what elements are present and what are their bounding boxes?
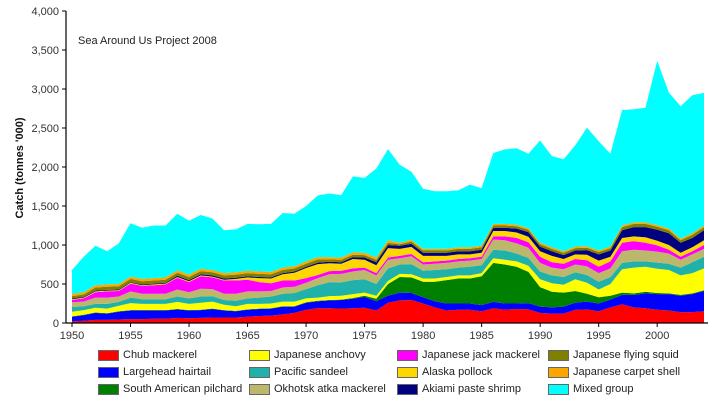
y-tick-label: 2,500	[31, 123, 59, 135]
legend-label: Japanese anchovy	[274, 349, 366, 361]
y-tick-label: 500	[41, 279, 59, 291]
legend-item-akiami-paste-shrimp: Akiami paste shrimp	[397, 383, 521, 395]
legend-label: Japanese flying squid	[573, 349, 679, 361]
legend-item-japanese-flying-squid: Japanese flying squid	[548, 349, 679, 361]
source-annotation: Sea Around Us Project 2008	[78, 35, 217, 47]
legend-item-pacific-sandeel: Pacific sandeel	[249, 366, 348, 378]
legend-label: Alaska pollock	[422, 366, 493, 378]
legend-swatch	[98, 366, 119, 378]
legend-swatch	[397, 383, 418, 395]
y-ticks: 0 500 1,000 1,500 2,000 2,500 3,000 3,500 4,000	[31, 6, 66, 330]
legend-label: Akiami paste shrimp	[422, 383, 522, 395]
legend-label: South American pilchard	[123, 383, 243, 395]
legend-item-japanese-anchovy: Japanese anchovy	[249, 349, 366, 361]
legend-label: Mixed group	[573, 383, 634, 395]
legend-item-okhotsk-atka-mackerel: Okhotsk atka mackerel	[249, 383, 386, 395]
legend-item-south-american-pilchard: South American pilchard	[98, 383, 242, 395]
legend-item-japanese-carpet-shell: Japanese carpet shell	[548, 366, 680, 378]
y-tick-label: 3,500	[31, 45, 59, 57]
x-tick-label: 1970	[294, 330, 318, 342]
legend-item-mixed-group: Mixed group	[548, 383, 634, 395]
legend-swatch	[249, 383, 270, 395]
x-tick-label: 1965	[235, 330, 259, 342]
stacked-areas	[72, 60, 704, 323]
area-alaska-pollock	[72, 231, 704, 300]
legend-label: Japanese jack mackerel	[422, 349, 541, 361]
area-chub-mackerel	[72, 300, 704, 323]
y-tick-label: 1,500	[31, 201, 59, 213]
area-pacific-sandeel	[72, 249, 704, 312]
y-tick-label: 2,000	[31, 162, 59, 174]
area-mixed-group	[72, 60, 704, 294]
legend-label: Largehead hairtail	[123, 366, 212, 378]
x-tick-label: 1985	[469, 330, 493, 342]
x-tick-label: 1995	[586, 330, 610, 342]
legend-swatch	[548, 366, 569, 378]
legend-swatch	[98, 383, 119, 395]
area-largehead-hairtail	[72, 291, 704, 322]
legend-swatch	[249, 366, 270, 378]
y-tick-label: 4,000	[31, 6, 59, 18]
x-tick-label: 1980	[411, 330, 435, 342]
area-japanese-anchovy	[72, 258, 704, 317]
y-tick-label: 0	[53, 318, 59, 330]
x-tick-label: 1955	[118, 330, 142, 342]
x-tick-label: 1975	[352, 330, 376, 342]
legend-label: Chub mackerel	[123, 349, 197, 361]
legend-swatch	[249, 349, 270, 361]
legend-item-largehead-hairtail: Largehead hairtail	[98, 366, 211, 378]
legend-swatch	[397, 366, 418, 378]
legend-label: Japanese carpet shell	[573, 366, 681, 378]
area-japanese-jack-mackerel	[72, 236, 704, 303]
x-tick-label: 1950	[60, 330, 84, 342]
legend-label: Pacific sandeel	[274, 366, 348, 378]
legend-swatch	[98, 349, 119, 361]
legend-item-alaska-pollock: Alaska pollock	[397, 366, 492, 378]
area-akiami-paste-shrimp	[72, 227, 704, 300]
x-ticks: 1950 1955 1960 1965 1970 1975 1980 1985 1990 1995…	[60, 323, 669, 342]
legend-label: Okhotsk atka mackerel	[274, 383, 386, 395]
x-tick-label: 1990	[528, 330, 552, 342]
legend-swatch	[397, 349, 418, 361]
x-tick-label: 2000	[645, 330, 669, 342]
x-tick-label: 1960	[177, 330, 201, 342]
y-tick-label: 3,000	[31, 84, 59, 96]
y-axis-label: Catch (tonnes '000)	[14, 117, 26, 218]
legend-item-chub-mackerel: Chub mackerel	[98, 349, 197, 361]
legend-swatch	[548, 349, 569, 361]
y-tick-label: 1,000	[31, 240, 59, 252]
legend-item-japanese-jack-mackerel: Japanese jack mackerel	[397, 349, 540, 361]
area-south-american-pilchard	[72, 262, 704, 317]
legend-swatch	[548, 383, 569, 395]
